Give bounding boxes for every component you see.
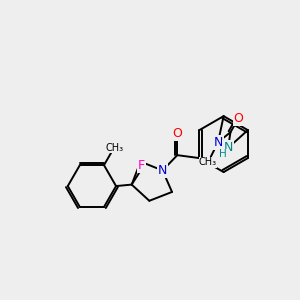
Text: O: O xyxy=(234,112,244,125)
Text: O: O xyxy=(172,127,182,140)
Text: N: N xyxy=(213,136,223,148)
Text: CH₃: CH₃ xyxy=(199,158,217,167)
Text: H: H xyxy=(219,149,227,159)
Text: N: N xyxy=(158,164,167,177)
Text: CH₃: CH₃ xyxy=(106,143,124,153)
Text: F: F xyxy=(137,159,145,172)
Text: N: N xyxy=(224,141,233,154)
